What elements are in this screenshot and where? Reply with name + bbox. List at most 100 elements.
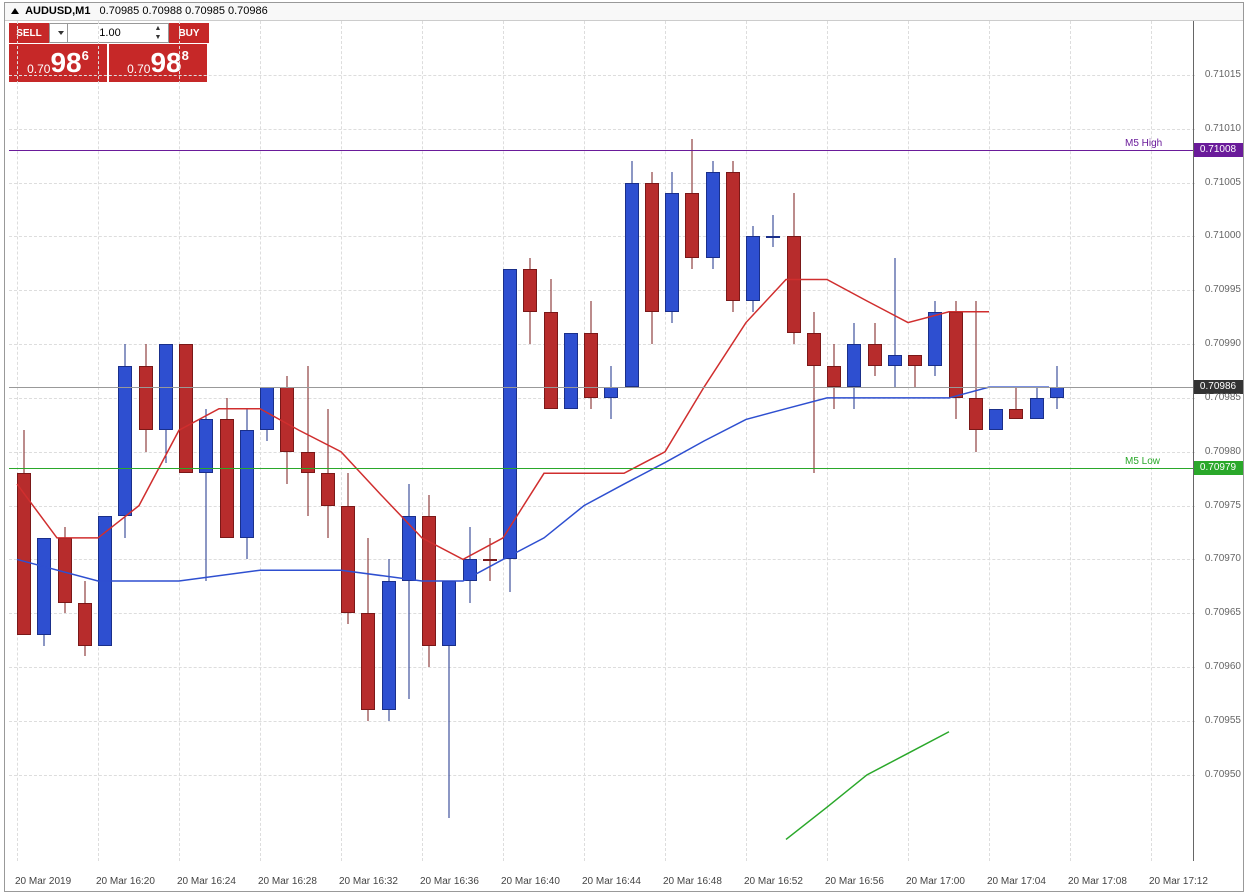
x-tick-label: 20 Mar 16:40: [501, 876, 560, 887]
grid-line-h: [9, 613, 1195, 614]
candle: [463, 527, 477, 602]
grid-line-h: [9, 236, 1195, 237]
volume-dropdown-icon[interactable]: [54, 24, 68, 42]
candle: [179, 344, 193, 473]
candle: [341, 473, 355, 624]
grid-line-v: [98, 21, 99, 861]
candle: [382, 559, 396, 721]
grid-line-v: [989, 21, 990, 861]
x-tick-label: 20 Mar 17:08: [1068, 876, 1127, 887]
candle: [1009, 387, 1023, 419]
x-tick-label: 20 Mar 16:48: [663, 876, 722, 887]
bid-big: 98: [50, 44, 81, 82]
candle: [483, 538, 497, 581]
buy-button[interactable]: BUY: [169, 23, 209, 43]
candle: [17, 430, 31, 635]
ask-big: 98: [150, 44, 181, 82]
volume-spinner[interactable]: ▲▼: [152, 24, 164, 42]
candle: [685, 139, 699, 268]
y-tick-label: 0.70975: [1205, 500, 1241, 511]
y-tick-label: 0.70965: [1205, 607, 1241, 618]
x-tick-label: 20 Mar 16:20: [96, 876, 155, 887]
candle: [98, 516, 112, 645]
y-tick-label: 0.71015: [1205, 69, 1241, 80]
sell-button[interactable]: SELL: [9, 23, 49, 43]
candle: [523, 258, 537, 344]
candle: [928, 301, 942, 376]
ask-price-box[interactable]: 0.70 98 8: [109, 44, 207, 82]
candle: [847, 323, 861, 409]
grid-line-v: [665, 21, 666, 861]
candle: [989, 409, 1003, 431]
x-tick-label: 20 Mar 17:04: [987, 876, 1046, 887]
grid-line-h: [9, 183, 1195, 184]
candle: [787, 193, 801, 344]
grid-line-v: [260, 21, 261, 861]
candle: [361, 538, 375, 721]
ask-sup: 8: [182, 48, 189, 63]
candle: [301, 366, 315, 517]
bid-price-box[interactable]: 0.70 98 6: [9, 44, 107, 82]
grid-line-v: [746, 21, 747, 861]
y-tick-label: 0.70950: [1205, 769, 1241, 780]
candle: [37, 538, 51, 646]
current-price-line: [9, 387, 1195, 388]
y-tick-label: 0.70995: [1205, 284, 1241, 295]
grid-line-h: [9, 506, 1195, 507]
grid-line-h: [9, 129, 1195, 130]
x-tick-label: 20 Mar 17:12: [1149, 876, 1208, 887]
candle: [827, 344, 841, 409]
grid-line-v: [827, 21, 828, 861]
chart-header: AUDUSD,M1 0.70985 0.70988 0.70985 0.7098…: [5, 3, 1243, 21]
y-tick-label: 0.70970: [1205, 553, 1241, 564]
candle: [908, 355, 922, 387]
grid-line-h: [9, 75, 1195, 76]
candle: [807, 312, 821, 474]
candle: [240, 409, 254, 560]
candle: [625, 161, 639, 387]
candle: [584, 301, 598, 409]
m5-high-line: [9, 150, 1195, 151]
x-tick-label: 20 Mar 16:44: [582, 876, 641, 887]
direction-arrow-up-icon: [11, 8, 19, 14]
candle: [564, 333, 578, 408]
grid-line-h: [9, 721, 1195, 722]
grid-line-h: [9, 667, 1195, 668]
grid-line-v: [341, 21, 342, 861]
candle: [544, 279, 558, 408]
grid-line-v: [908, 21, 909, 861]
y-tick-label: 0.70980: [1205, 446, 1241, 457]
candle: [402, 484, 416, 699]
grid-line-v: [1070, 21, 1071, 861]
candle: [139, 344, 153, 452]
symbol-label: AUDUSD,M1: [25, 5, 90, 17]
candle: [969, 301, 983, 452]
x-tick-label: 20 Mar 16:36: [420, 876, 479, 887]
candle: [58, 527, 72, 613]
grid-line-h: [9, 290, 1195, 291]
candle: [868, 323, 882, 377]
volume-input[interactable]: 1.00 ▲▼: [49, 23, 169, 43]
bid-sup: 6: [82, 48, 89, 63]
grid-line-h: [9, 559, 1195, 560]
y-tick-label: 0.70990: [1205, 338, 1241, 349]
m5-low-label: M5 Low: [1125, 456, 1160, 467]
ma-green-line: [786, 732, 949, 840]
grid-line-v: [584, 21, 585, 861]
candle: [766, 215, 780, 247]
candle: [1030, 387, 1044, 419]
candle: [503, 269, 517, 592]
y-tick-label: 0.71010: [1205, 123, 1241, 134]
candle: [422, 495, 436, 667]
x-axis: 20 Mar 201920 Mar 16:2020 Mar 16:2420 Ma…: [9, 873, 1195, 887]
y-tick-label: 0.71000: [1205, 230, 1241, 241]
candle: [321, 409, 335, 538]
grid-line-h: [9, 775, 1195, 776]
candle: [260, 387, 274, 441]
candle: [442, 581, 456, 818]
volume-value: 1.00: [68, 27, 152, 39]
candle: [726, 161, 740, 312]
candle: [78, 581, 92, 656]
x-tick-label: 20 Mar 16:24: [177, 876, 236, 887]
x-tick-label: 20 Mar 17:00: [906, 876, 965, 887]
